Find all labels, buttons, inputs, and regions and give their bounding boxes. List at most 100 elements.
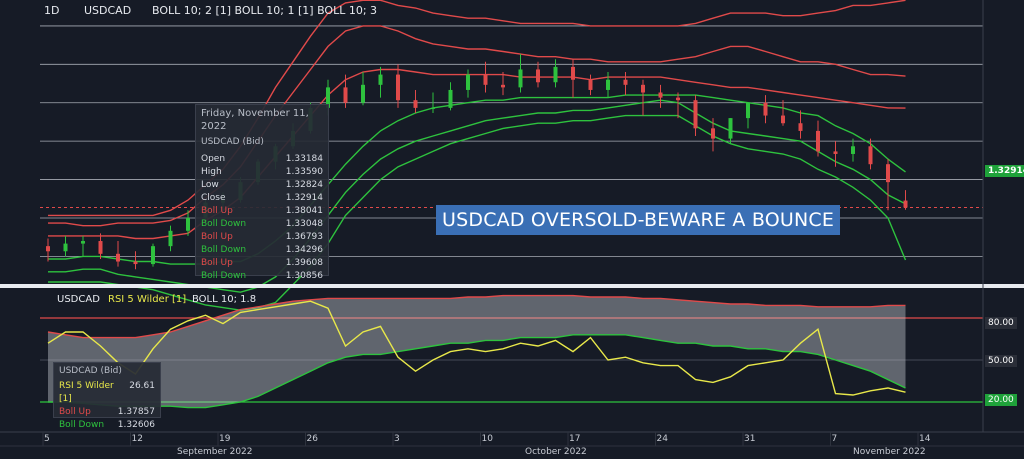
tooltip-label: Boll Down: [201, 219, 247, 229]
candle-down: [483, 74, 488, 85]
price-candles: [46, 54, 908, 270]
candle-down: [536, 69, 540, 83]
rsi-tooltip-value: 1.32606: [117, 420, 155, 430]
x-tick-label: 10: [481, 434, 493, 444]
annotation-box: USDCAD OVERSOLD-BEWARE A BOUNCE: [436, 205, 841, 235]
rsi-tooltip-label: RSI 5 Wilder [1]: [59, 381, 114, 404]
x-month-label: October 2022: [525, 447, 587, 457]
x-tick-label: 12: [131, 434, 143, 444]
rsi-indicator-label: RSI 5 Wilder [1]: [108, 294, 187, 305]
rsi-boll-label: BOLL 10; 1.8: [192, 294, 257, 305]
candle-down: [798, 123, 803, 131]
band-boll-1-up: [48, 68, 906, 240]
tooltip-row: Boll Up 1.36793: [201, 231, 323, 244]
candle-down: [658, 92, 663, 98]
tooltip-row: Boll Up 1.38041: [201, 205, 323, 218]
candle-down: [816, 130, 820, 152]
candle-up: [326, 87, 330, 108]
candle-down: [396, 74, 400, 101]
rsi-tooltip-instrument: USDCAD (Bid): [59, 366, 122, 376]
rsi-band-area: [48, 295, 906, 408]
candle-down: [903, 200, 908, 208]
candle-down: [413, 100, 418, 108]
rsi-symbol-label: USDCAD: [57, 294, 100, 305]
candle-down: [763, 102, 768, 116]
candle-down: [623, 79, 628, 85]
candle-down: [886, 164, 890, 183]
candle-down: [781, 115, 785, 124]
tooltip-value: 1.36793: [285, 232, 323, 242]
candle-up: [151, 246, 155, 265]
x-tick-label: 3: [394, 434, 400, 444]
candle-up: [63, 243, 68, 252]
candle-down: [343, 87, 348, 103]
tooltip-row: Boll Down 1.34296: [201, 244, 323, 257]
rsi-band-fill: [48, 295, 906, 408]
tooltip-label: Boll Up: [201, 258, 233, 268]
rsi-tooltip-row: Boll Up 1.37857: [59, 406, 155, 419]
rsi-tooltip-rows: RSI 5 Wilder [1] 26.61 Boll Up 1.37857 Boll …: [59, 380, 155, 432]
price-bollinger-bands: [48, 0, 907, 311]
candle-down: [641, 84, 645, 93]
candle-down: [133, 261, 138, 265]
tooltip-value: 1.33048: [285, 219, 323, 229]
tooltip-label: Open: [201, 154, 226, 164]
rsi-boll-down-line: [48, 334, 906, 409]
tooltip-value: 1.33184: [285, 154, 323, 164]
tooltip-instrument: USDCAD (Bid): [201, 137, 264, 147]
candle-up: [168, 230, 173, 247]
rsi-tooltip-value: 26.61: [129, 381, 155, 391]
candle-up: [851, 146, 855, 154]
band-boll-3-down: [48, 114, 907, 311]
candle-down: [676, 97, 680, 101]
candle-down: [571, 66, 575, 80]
tooltip-label: High: [201, 167, 222, 177]
candle-down: [98, 241, 103, 254]
tooltip-value: 1.38041: [285, 206, 323, 216]
ohlc-tooltip: Friday, November 11, 2022 USDCAD (Bid) O…: [195, 104, 329, 281]
timeframe-label: 1D: [44, 4, 60, 17]
indicator-legend: BOLL 10; 2 [1] BOLL 10; 1 [1] BOLL 10; 3: [152, 4, 378, 17]
candle-up: [448, 89, 453, 108]
symbol-label: USDCAD: [84, 4, 132, 17]
tooltip-row: Close 1.32914: [201, 192, 323, 205]
panel-divider: [0, 284, 1024, 288]
tooltip-value: 1.34296: [285, 245, 323, 255]
x-tick-label: 19: [219, 434, 231, 444]
candle-down: [588, 79, 593, 90]
candle-down: [868, 146, 873, 165]
rsi-tooltip-value: 1.37857: [117, 407, 155, 417]
candle-down: [116, 253, 120, 262]
tooltip-label: Boll Down: [201, 245, 247, 255]
tooltip-row: Low 1.32824: [201, 179, 323, 192]
tooltip-value: 1.30856: [285, 271, 323, 281]
tooltip-label: Boll Down: [201, 271, 247, 281]
candle-up: [81, 241, 85, 244]
tooltip-row: Boll Down 1.33048: [201, 218, 323, 231]
candle-down: [833, 151, 838, 154]
tooltip-row: Boll Up 1.39608: [201, 257, 323, 270]
candle-up: [431, 107, 435, 109]
candle-up: [728, 118, 733, 139]
rsi-level-upper: 80.00: [985, 317, 1017, 329]
rsi-line: [47, 300, 906, 396]
candle-up: [186, 217, 190, 231]
tooltip-label: Low: [201, 180, 219, 190]
tooltip-value: 1.32824: [285, 180, 323, 190]
x-tick-label: 26: [306, 434, 318, 444]
candle-up: [466, 74, 470, 90]
last-price-tag: 1.32914: [985, 165, 1024, 177]
x-tick-label: 14: [919, 434, 931, 444]
tooltip-label: Boll Up: [201, 206, 233, 216]
candle-down: [693, 100, 698, 129]
tooltip-row: High 1.33590: [201, 166, 323, 179]
x-month-label: September 2022: [177, 447, 253, 457]
band-boll-2-up: [48, 25, 906, 227]
tooltip-row: Boll Down 1.30856: [201, 270, 323, 283]
candle-down: [711, 128, 715, 139]
tooltip-label: Close: [201, 193, 226, 203]
candle-up: [606, 79, 610, 90]
rsi-level-lower: 20.00: [985, 394, 1017, 406]
candle-up: [361, 84, 365, 103]
candle-up: [746, 102, 750, 119]
